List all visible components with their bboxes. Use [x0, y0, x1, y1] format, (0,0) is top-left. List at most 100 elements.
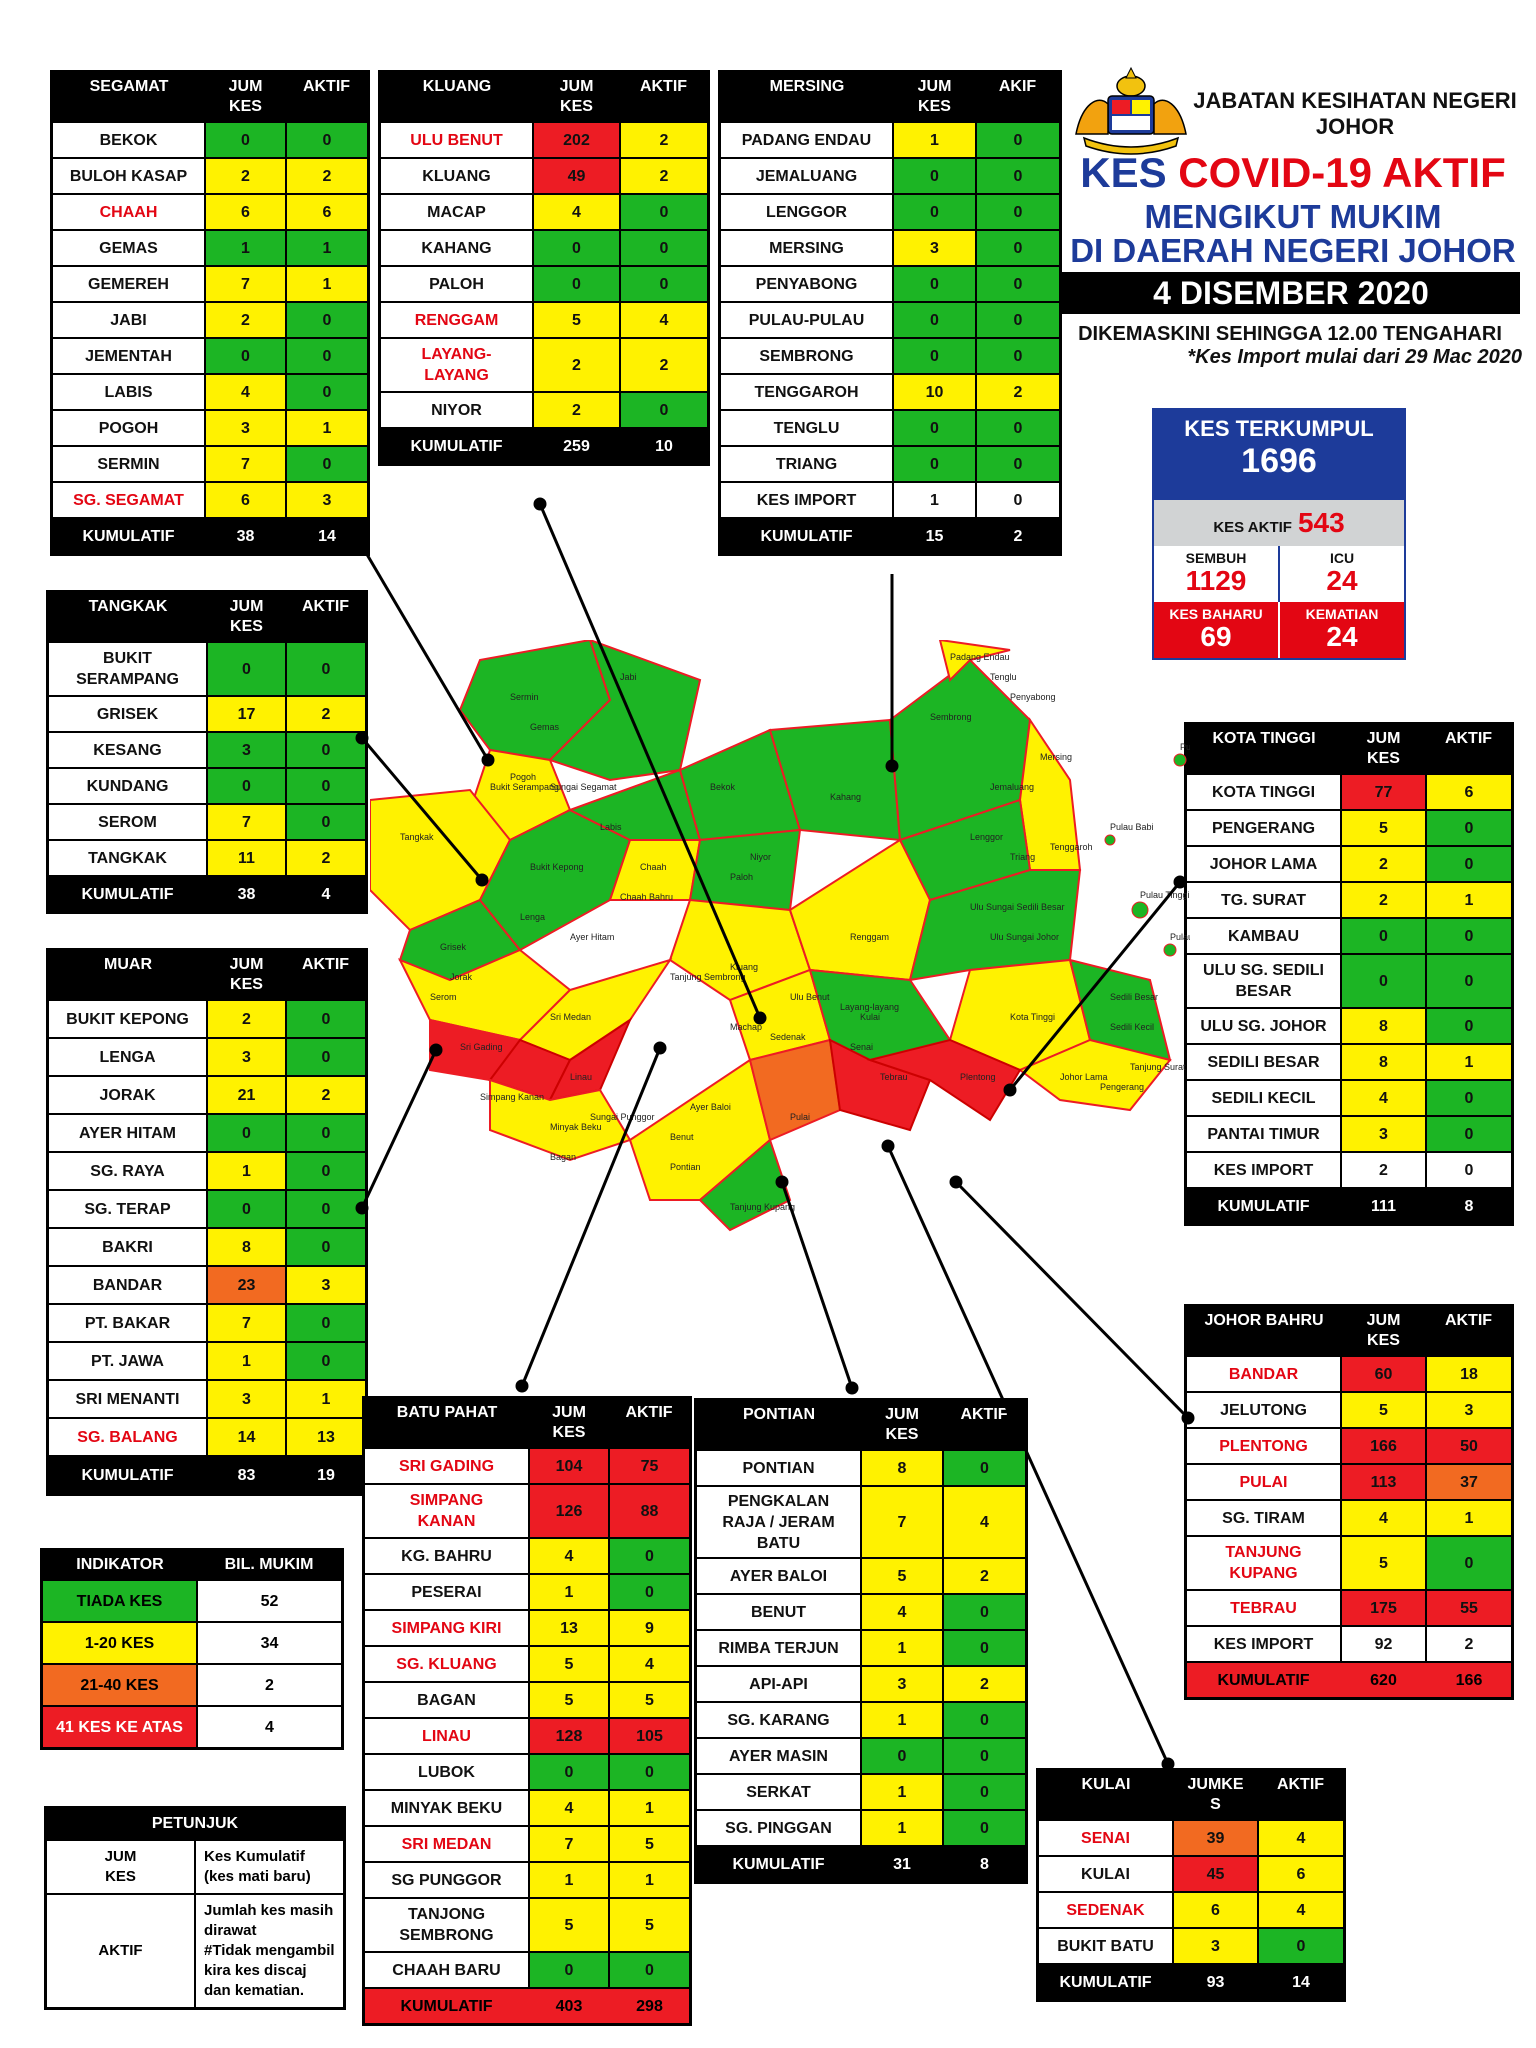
- legend-notes-title: PETUNJUK: [45, 1807, 345, 1840]
- cumulative-row: KUMULATIF 38 4: [46, 875, 368, 914]
- mukim-total-cases: 0: [206, 641, 287, 697]
- cumulative-label: KES TERKUMPUL: [1184, 416, 1374, 441]
- mukim-total-cases: 5: [528, 1681, 610, 1719]
- cumulative-row: KUMULATIF 620 166: [1184, 1661, 1514, 1700]
- mukim-name: SEDILI BESAR: [1184, 1043, 1342, 1081]
- map-label: Sungai Segamat: [550, 782, 617, 792]
- mukim-row: KES IMPORT 92 2: [1184, 1625, 1514, 1663]
- mukim-active-cases: 0: [285, 999, 368, 1039]
- mukim-active-cases: 2: [1425, 1625, 1514, 1663]
- map-label: Bekok: [710, 782, 736, 792]
- mukim-active-cases: 2: [285, 839, 368, 877]
- map-label: Sedili Kecil: [1110, 1022, 1154, 1032]
- mukim-name: LAYANG- LAYANG: [378, 337, 534, 393]
- mukim-row: RIMBA TERJUN 1 0: [694, 1629, 1028, 1667]
- mukim-total-cases: 4: [528, 1789, 610, 1827]
- mukim-total-cases: 6: [204, 193, 287, 231]
- mukim-name: BAGAN: [362, 1681, 530, 1719]
- mukim-total-cases: 49: [532, 157, 621, 195]
- mukim-row: KES IMPORT 2 0: [1184, 1151, 1514, 1189]
- cumulative-label: KUMULATIF: [1036, 1963, 1174, 2002]
- page-title: KES COVID-19 AKTIF: [1058, 150, 1528, 196]
- mukim-name: MERSING: [718, 229, 894, 267]
- cumulative-total-cases: 93: [1172, 1963, 1259, 2002]
- mukim-total-cases: 1: [860, 1809, 944, 1847]
- map-label: Grisek: [440, 942, 467, 952]
- mukim-active-cases: 1: [1425, 1499, 1514, 1537]
- mukim-name: BUKIT KEPONG: [46, 999, 208, 1039]
- mukim-active-cases: 0: [285, 1341, 368, 1381]
- map-label: Pengerang: [1100, 1082, 1144, 1092]
- mukim-row: PENGERANG 5 0: [1184, 809, 1514, 847]
- mukim-name: KUNDANG: [46, 767, 208, 805]
- mukim-row: TEBRAU 175 55: [1184, 1589, 1514, 1627]
- mukim-total-cases: 7: [860, 1485, 944, 1559]
- indicator-label: TIADA KES: [40, 1579, 198, 1623]
- map-label: Tenglu: [990, 672, 1017, 682]
- mukim-total-cases: 128: [528, 1717, 610, 1755]
- mukim-name: KAHANG: [378, 229, 534, 267]
- district-table-mersing: MERSING JUM KES AKIF PADANG ENDAU 1 0 JEMALUAN…: [718, 70, 1062, 556]
- mukim-active-cases: 5: [608, 1681, 692, 1719]
- mukim-row: GRISEK 17 2: [46, 695, 368, 733]
- mukim-active-cases: 1: [285, 409, 370, 447]
- district-name-header: PONTIAN: [695, 1399, 861, 1450]
- mukim-row: SERKAT 1 0: [694, 1773, 1028, 1811]
- mukim-total-cases: 0: [860, 1737, 944, 1775]
- mukim-name: KOTA TINGGI: [1184, 773, 1342, 811]
- active-header: AKTIF: [609, 1397, 691, 1448]
- mukim-row: BAKRI 8 0: [46, 1227, 368, 1267]
- mukim-active-cases: 13: [285, 1417, 368, 1457]
- connector-dot: [515, 1379, 529, 1393]
- mukim-total-cases: 7: [204, 445, 287, 483]
- mukim-name: GRISEK: [46, 695, 208, 733]
- mukim-total-cases: 5: [860, 1557, 944, 1595]
- mukim-row: CHAAH 6 6: [50, 193, 370, 231]
- mukim-name: PESERAI: [362, 1573, 530, 1611]
- cumulative-label: KUMULATIF: [718, 517, 894, 556]
- map-label: Bukit Kepong: [530, 862, 584, 872]
- mukim-total-cases: 4: [528, 1537, 610, 1575]
- mukim-row: SG. KARANG 1 0: [694, 1701, 1028, 1739]
- mukim-row: SENAI 39 4: [1036, 1819, 1346, 1857]
- mukim-active-cases: 0: [285, 803, 368, 841]
- district-table-kulai: KULAI JUMKE S AKTIF SENAI 39 4 KULAI 45 6 SEDENAK…: [1036, 1768, 1346, 2002]
- indicator-count: 34: [196, 1621, 344, 1665]
- map-label: Niyor: [750, 852, 771, 862]
- map-label: Tanjung Sembrong: [670, 972, 746, 982]
- cumulative-total-cases: 31: [860, 1845, 944, 1884]
- mukim-row: SIMPANG KANAN 126 88: [362, 1483, 692, 1539]
- cases-header: JUM KES: [1341, 723, 1426, 774]
- connector-dot: [845, 1381, 859, 1395]
- cumulative-row: KUMULATIF 15 2: [718, 517, 1062, 556]
- mukim-row: PULAI 113 37: [1184, 1463, 1514, 1501]
- cumulative-total-cases: 83: [206, 1455, 287, 1496]
- active-header: AKTIF: [286, 591, 367, 642]
- mukim-active-cases: 6: [285, 193, 370, 231]
- mukim-total-cases: 10: [892, 373, 977, 411]
- mukim-active-cases: 2: [975, 373, 1062, 411]
- mukim-row: PANTAI TIMUR 3 0: [1184, 1115, 1514, 1153]
- mukim-row: SG. KLUANG 5 4: [362, 1645, 692, 1683]
- cumulative-value: 1696: [1241, 442, 1317, 480]
- mukim-total-cases: 1: [528, 1573, 610, 1611]
- mukim-name: PT. BAKAR: [46, 1303, 208, 1343]
- mukim-active-cases: 2: [285, 157, 370, 195]
- mukim-active-cases: 0: [975, 337, 1062, 375]
- mukim-total-cases: 8: [1340, 1007, 1427, 1045]
- mukim-total-cases: 175: [1340, 1589, 1427, 1627]
- mukim-active-cases: 2: [942, 1557, 1028, 1595]
- map-island-pulau-babi: [1104, 834, 1116, 846]
- subtitle-line-1: MENGIKUT MUKIM: [1144, 198, 1442, 235]
- mukim-name: PANTAI TIMUR: [1184, 1115, 1342, 1153]
- map-label: Pulai: [790, 1112, 810, 1122]
- map-label: Sri Gading: [460, 1042, 503, 1052]
- mukim-name: TEBRAU: [1184, 1589, 1342, 1627]
- indicator-label: 21-40 KES: [40, 1663, 198, 1707]
- map-label: Pulau Sibu: [1170, 932, 1190, 942]
- mukim-active-cases: 2: [619, 337, 710, 393]
- mukim-name: JORAK: [46, 1075, 208, 1115]
- map-label: Bagan: [550, 1152, 576, 1162]
- mukim-total-cases: 7: [206, 1303, 287, 1343]
- cumulative-row: KUMULATIF 83 19: [46, 1455, 368, 1496]
